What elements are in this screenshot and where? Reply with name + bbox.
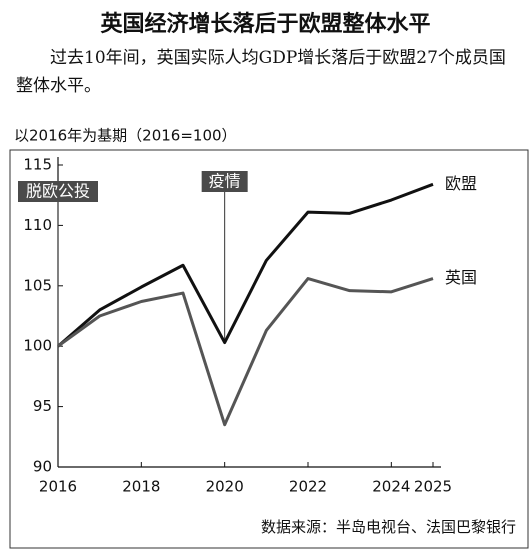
frame [9,149,529,549]
chart-subtitle: 过去10年间，英国实际人均GDP增长落后于欧盟27个成员国整体水平。 [16,48,506,96]
series-label: 欧盟 [445,174,477,193]
y-tick-label: 100 [23,337,52,355]
x-tick-label: 2024 [372,478,410,496]
series-line [57,277,434,427]
annotation-text: 脱欧公投 [26,182,90,201]
y-tick-label: 105 [23,276,52,294]
x-tick-label: 2020 [206,478,244,496]
x-tick-label: 2025 [414,478,452,496]
chart-title: 英国经济增长落后于欧盟整体水平 [100,12,431,37]
y-tick-label: 90 [33,458,52,476]
y-tick-label: 115 [23,156,52,174]
y-axis-label: 以2016年为基期（2016=100） [14,127,237,145]
annotation-box [201,171,248,192]
x-tick-label: 2018 [122,478,160,496]
x-tick-label: 2022 [289,478,327,496]
x-tick-label: 2016 [39,478,77,496]
series-label: 英国 [445,268,477,287]
y-tick-label: 95 [33,397,52,415]
series-line [57,182,434,348]
y-tick-label: 110 [23,216,52,234]
annotation-text: 疫情 [209,172,241,191]
annotation-box [18,181,98,202]
source: 数据来源：半岛电视台、法国巴黎银行 [261,518,516,536]
